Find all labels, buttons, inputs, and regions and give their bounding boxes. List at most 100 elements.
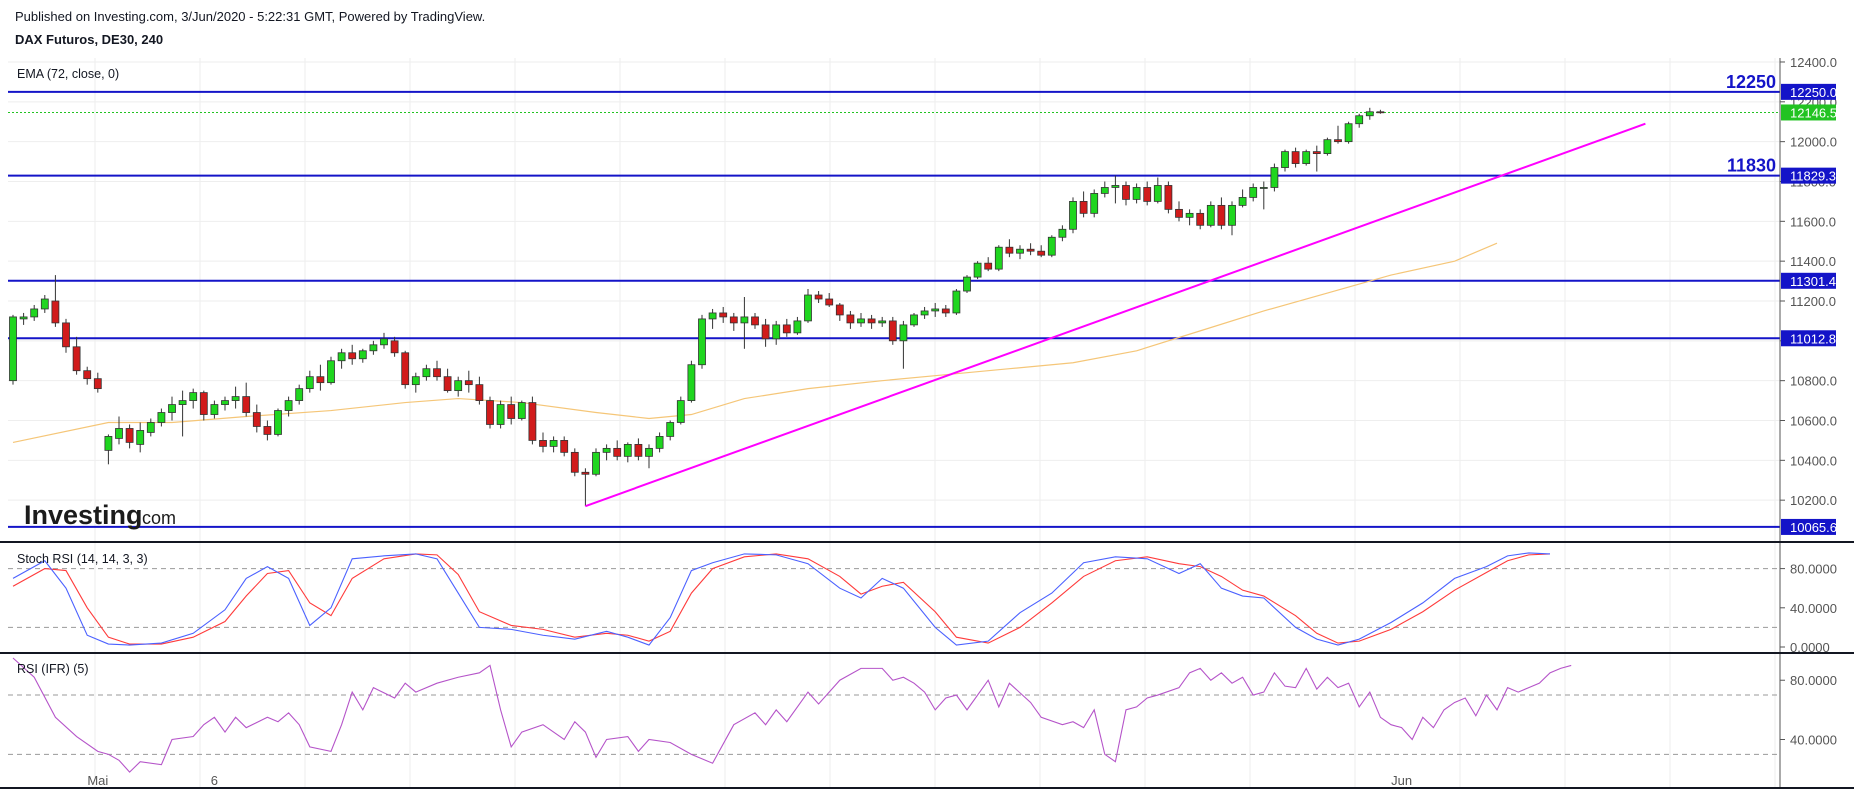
level-price-box [1781,272,1836,289]
candle-body [1122,185,1130,200]
candle-body [1334,139,1342,143]
candle-body [857,318,865,324]
candle-body [1090,193,1099,214]
candle-body [369,344,378,352]
candle [1376,109,1385,114]
candle [295,384,304,405]
candle [1302,149,1311,166]
rsi-pane: 80.0000 40.0000 [8,657,1837,773]
candle [454,376,463,397]
candle-body [729,316,738,324]
candle-body [464,380,473,386]
candle-body [9,316,17,382]
stoch-d-line [12,553,1551,645]
candle-body [867,318,876,324]
candle [517,400,526,421]
candle [136,422,145,453]
candle [698,314,706,369]
pane-labels: EMA (72, close, 0) Stoch RSI (14, 14, 3,… [17,67,148,676]
candle [920,306,929,319]
stoch-k-line [12,552,1551,646]
candle-body [1281,151,1289,168]
candle [1100,181,1109,198]
candle [83,366,92,385]
candle-body [973,262,982,278]
candle-body [327,360,335,384]
candle [910,312,918,327]
candle [178,390,187,437]
rsi-y-tick-label: 80.0000 [1790,673,1837,688]
candle [411,372,420,393]
candle [666,420,675,441]
level-annotation: 12250 [1726,72,1776,92]
level-price-box [1781,518,1836,535]
candle [761,318,770,347]
candle-body [931,308,940,312]
candle [825,293,834,307]
logo-text: Investing [24,500,143,530]
candle [104,434,113,465]
level-price-box [1781,330,1836,347]
candle-body [380,338,388,346]
candle-body [1175,208,1183,218]
candle [560,436,569,457]
trendline [585,122,1646,508]
candle [486,396,494,429]
candle [570,448,579,477]
candle-body [1111,185,1120,188]
candle [231,386,240,409]
price-axis: 12400.012200.012000.011800.011600.011400… [1780,55,1837,535]
stoch-rsi-pane: 80.0000 40.0000 0.0000 [8,552,1837,655]
candle [623,442,632,463]
time-axis: Mai 6 Jun [87,773,1412,788]
candle-body [115,428,123,439]
candle [1185,209,1194,226]
candle-body [1026,248,1035,252]
candle-body [560,440,569,453]
candle-body [1376,111,1385,114]
candle [40,295,49,313]
candle [984,257,993,272]
candle-body [454,380,463,392]
candle [1026,243,1035,256]
level-price-label: 10065.6 [1790,520,1837,535]
candle [528,396,537,445]
candle-body [1206,204,1215,226]
candle-body [814,294,823,300]
logo-suffix: .com [137,508,176,528]
candle-body [581,471,590,475]
candle [719,306,728,323]
candle [284,396,293,417]
candle [941,304,950,317]
candle-body [623,443,632,457]
candle [390,336,399,357]
published-caption: Published on Investing.com, 3/Jun/2020 -… [15,9,486,24]
rsi-label: RSI (IFR) (5) [17,662,89,676]
candle-body [549,440,558,447]
candle [1291,147,1300,168]
ema-series [12,242,1498,443]
symbol-title: DAX Futuros, DE30, 240 [15,32,164,47]
candle-body [1132,187,1141,200]
candle-body [1058,228,1067,238]
candle-body [1153,185,1162,202]
ema-line [12,242,1498,443]
candle-body [30,308,39,318]
candle [994,245,1003,272]
candle [931,302,940,317]
candles [9,107,1385,507]
candle-body [910,314,918,326]
candle-body [846,314,855,324]
candle-body [83,370,92,380]
candle-body [263,426,272,435]
candle-body [740,316,749,324]
candle [772,320,781,345]
candle-body [793,320,802,334]
candle [507,396,516,425]
candle-body [952,290,961,314]
candle [221,396,229,411]
candle [30,304,39,321]
candle-body [433,368,441,378]
candle [857,312,865,327]
